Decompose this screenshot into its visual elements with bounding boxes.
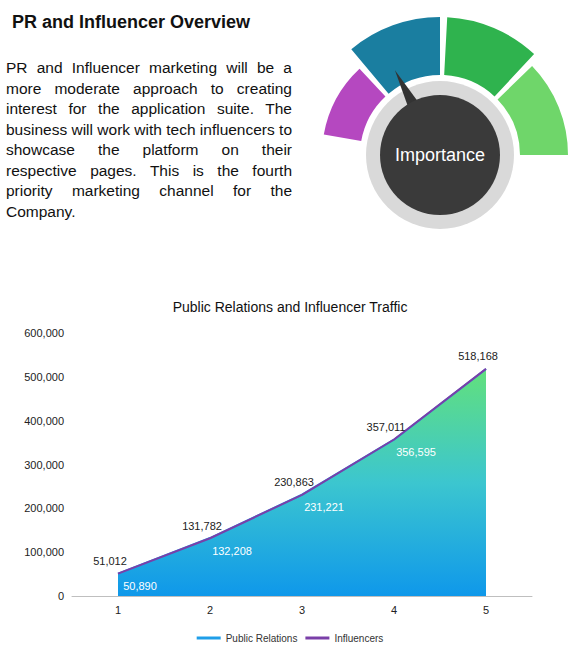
svg-text:1: 1	[115, 604, 121, 616]
svg-text:518,168: 518,168	[458, 350, 498, 362]
svg-text:357,011: 357,011	[367, 421, 406, 433]
html-text:PR and Influencer Overview: PR and Influencer Overview	[12, 12, 251, 32]
svg-text:3: 3	[299, 604, 305, 616]
svg-text:51,012: 51,012	[93, 555, 127, 567]
svg-text:Importance: Importance	[395, 145, 485, 165]
html-text:PR and Influencer marketing wi: PR and Influencer marketing will be a mo…	[6, 59, 292, 220]
svg-text:231,221: 231,221	[304, 501, 344, 513]
svg-text:4: 4	[391, 604, 397, 616]
svg-text:600,000: 600,000	[24, 327, 64, 339]
svg-text:0: 0	[58, 590, 64, 602]
svg-text:Public Relations and Influence: Public Relations and Influencer Traffic	[173, 299, 408, 315]
svg-text:200,000: 200,000	[24, 502, 64, 514]
svg-text:132,208: 132,208	[212, 545, 252, 557]
svg-text:2: 2	[207, 604, 213, 616]
svg-text:131,782: 131,782	[182, 520, 222, 532]
svg-text:230,863: 230,863	[274, 476, 314, 488]
svg-text:300,000: 300,000	[24, 459, 64, 471]
svg-text:100,000: 100,000	[24, 546, 64, 558]
svg-text:400,000: 400,000	[24, 415, 64, 427]
svg-text:50,890: 50,890	[123, 580, 157, 592]
svg-text:5: 5	[483, 604, 489, 616]
svg-text:Influencers: Influencers	[334, 633, 383, 644]
svg-text:356,595: 356,595	[396, 446, 436, 458]
svg-text:Public Relations: Public Relations	[226, 633, 298, 644]
svg-text:500,000: 500,000	[24, 371, 64, 383]
